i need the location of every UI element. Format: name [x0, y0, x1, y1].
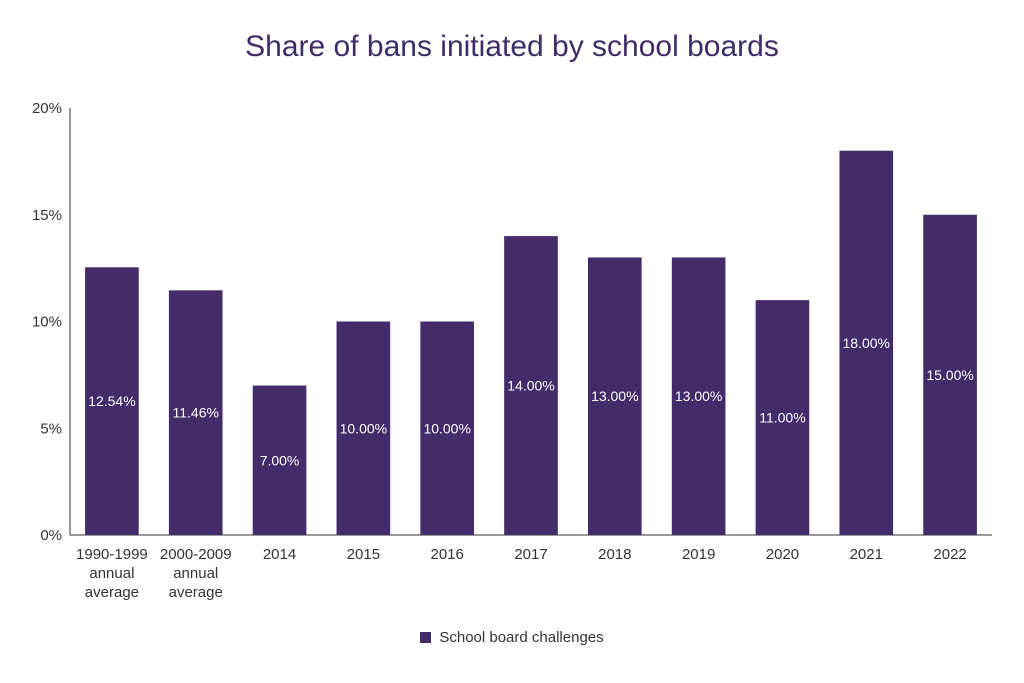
data-label: 10.00%	[423, 420, 470, 436]
x-tick-label: 2016	[430, 546, 463, 563]
x-tick-label: 1990-1999 annual average	[76, 546, 148, 601]
y-tick-label: 5%	[40, 420, 62, 437]
x-tick-label: 2000-2009 annual average	[160, 546, 232, 601]
bar	[671, 257, 726, 535]
data-label: 13.00%	[675, 388, 722, 404]
bar	[168, 290, 223, 535]
y-tick-label: 15%	[32, 207, 62, 224]
bar	[504, 236, 558, 535]
bar	[336, 321, 391, 535]
x-tick-label: 2021	[850, 546, 883, 563]
legend: School board challenges	[0, 629, 1024, 646]
data-label: 13.00%	[591, 388, 638, 404]
y-tick-label: 20%	[32, 100, 62, 117]
legend-label: School board challenges	[439, 629, 604, 646]
bar	[420, 321, 475, 535]
bar	[85, 267, 139, 535]
data-label: 7.00%	[260, 452, 300, 468]
x-tick-label: 2020	[766, 546, 799, 563]
y-tick-label: 10%	[32, 314, 62, 331]
bar	[252, 385, 307, 535]
bar	[923, 214, 977, 535]
data-label: 15.00%	[926, 367, 973, 383]
legend-swatch	[420, 632, 432, 643]
data-label: 10.00%	[340, 420, 387, 436]
x-tick-label: 2014	[263, 546, 296, 563]
bar	[587, 257, 642, 535]
bar	[755, 300, 810, 535]
bar	[839, 150, 894, 535]
data-label: 12.54%	[88, 393, 135, 409]
y-tick-label: 0%	[40, 527, 62, 544]
data-label: 18.00%	[843, 335, 890, 351]
data-label: 11.00%	[759, 410, 805, 426]
x-tick-label: 2022	[933, 546, 966, 563]
x-tick-label: 2017	[514, 546, 547, 563]
chart-title: Share of bans initiated by school boards	[245, 30, 779, 63]
x-tick-label: 2019	[682, 546, 715, 563]
data-label: 11.46%	[173, 405, 219, 421]
x-tick-label: 2018	[598, 546, 631, 563]
x-tick-label: 2015	[347, 546, 380, 563]
data-label: 14.00%	[507, 378, 554, 394]
